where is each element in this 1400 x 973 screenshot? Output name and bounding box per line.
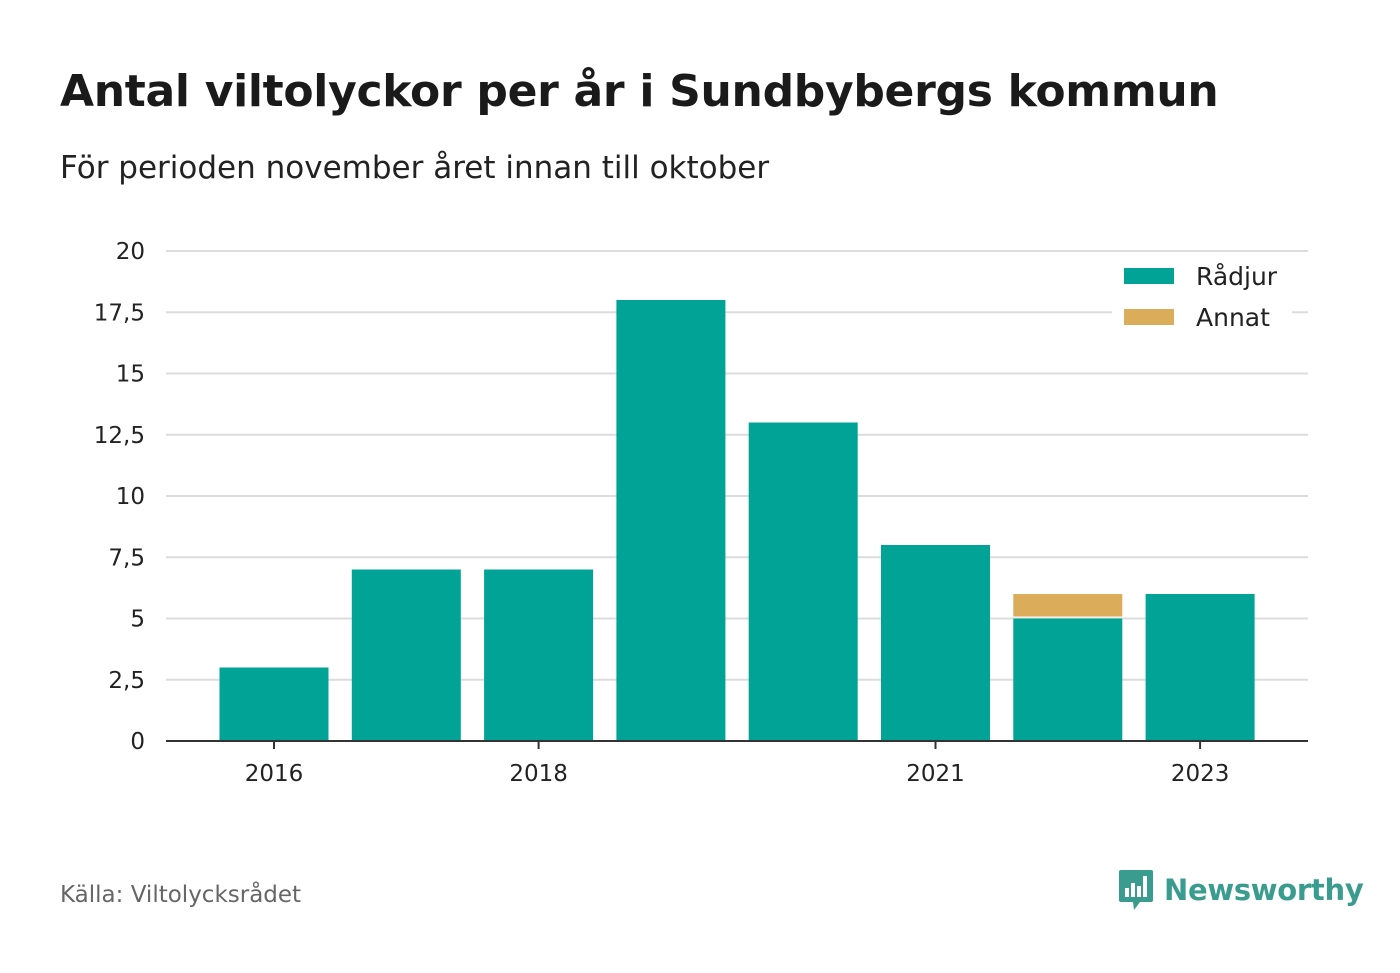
y-tick-label: 7,5 — [108, 545, 145, 571]
x-tick-label: 2023 — [1171, 761, 1230, 787]
y-tick-label: 0 — [130, 729, 145, 755]
bar-rådjur — [219, 667, 329, 741]
bar-annat — [1013, 594, 1123, 617]
bar-rådjur — [1013, 618, 1123, 741]
bar-rådjur — [484, 569, 594, 741]
x-tick-label: 2021 — [906, 761, 965, 787]
legend-swatch — [1124, 309, 1174, 325]
x-tick-label: 2018 — [509, 761, 568, 787]
bar-rådjur — [881, 545, 990, 741]
chart-title: Antal viltolyckor per år i Sundbybergs k… — [60, 66, 1219, 117]
chart-subtitle: För perioden november året innan till ok… — [60, 150, 770, 186]
bar-rådjur — [351, 569, 461, 741]
legend-label: Annat — [1196, 303, 1270, 332]
brand-logo: Newsworthy — [1118, 868, 1364, 912]
legend-label: Rådjur — [1196, 262, 1278, 291]
y-tick-label: 17,5 — [94, 300, 145, 326]
legend-swatch — [1124, 268, 1174, 284]
bar-rådjur — [1145, 594, 1255, 741]
brand-name: Newsworthy — [1164, 873, 1364, 907]
newsworthy-logo-icon — [1119, 870, 1153, 910]
y-tick-label: 10 — [116, 484, 145, 510]
y-tick-label: 5 — [130, 607, 145, 633]
y-tick-label: 15 — [116, 362, 145, 388]
y-tick-label: 2,5 — [108, 668, 145, 694]
bar-rådjur — [616, 300, 726, 741]
bar-rådjur — [748, 422, 858, 741]
y-tick-label: 20 — [116, 239, 145, 265]
y-tick-label: 12,5 — [94, 423, 145, 449]
legend-box — [1112, 252, 1292, 342]
x-tick-label: 2016 — [245, 761, 304, 787]
source-note: Källa: Viltolycksrådet — [60, 882, 302, 908]
